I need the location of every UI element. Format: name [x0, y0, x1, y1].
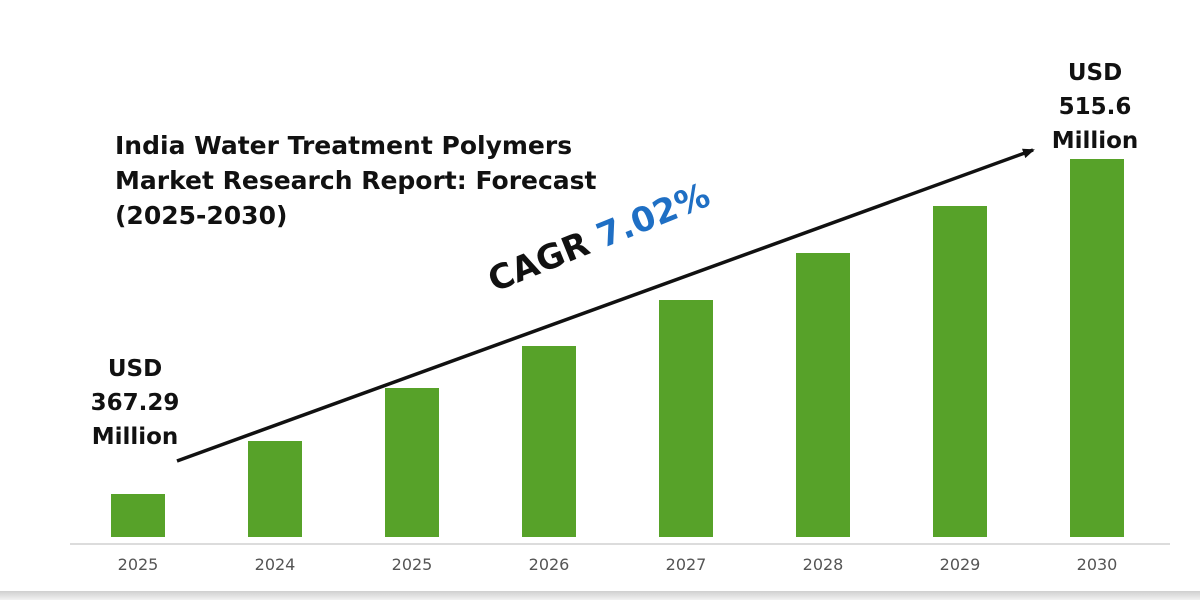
x-tick-label: 2025 [118, 555, 159, 574]
x-tick-labels: 2025 2024 2025 2026 2027 2028 2029 2030 [118, 555, 1118, 574]
end-value-currency: USD [1067, 60, 1123, 86]
x-tick-label: 2027 [666, 555, 707, 574]
x-tick-label: 2026 [529, 555, 570, 574]
bar-1 [248, 441, 302, 537]
bar-7 [1070, 159, 1124, 537]
bottom-divider [0, 591, 1200, 600]
end-value-annotation: USD 515.6 Million [1020, 56, 1170, 158]
cagr-trend-arrow [176, 148, 1035, 463]
start-value-unit: Million [91, 424, 179, 450]
bar-5 [796, 253, 850, 537]
bar-6 [933, 206, 987, 537]
bars-group [111, 159, 1124, 537]
start-value-currency: USD [107, 356, 163, 382]
start-value-annotation: USD 367.29 Million [60, 352, 210, 454]
bar-4 [659, 300, 713, 537]
x-tick-label: 2025 [392, 555, 433, 574]
x-tick-label: 2029 [940, 555, 981, 574]
x-tick-label: 2024 [255, 555, 296, 574]
bar-3 [522, 346, 576, 537]
start-value-amount: 367.29 [90, 390, 180, 416]
bar-2 [385, 388, 439, 537]
x-tick-label: 2028 [803, 555, 844, 574]
x-tick-label: 2030 [1077, 555, 1118, 574]
end-value-unit: Million [1051, 128, 1139, 154]
chart-title: India Water Treatment Polymers Market Re… [115, 131, 597, 230]
end-value-amount: 515.6 [1058, 94, 1132, 120]
bar-0 [111, 494, 165, 537]
